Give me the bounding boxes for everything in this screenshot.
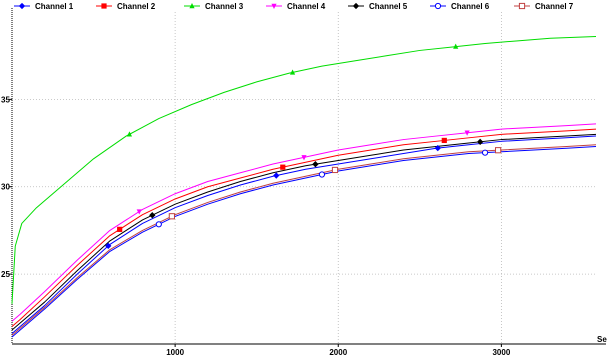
legend-label-3: Channel 3 — [205, 2, 244, 11]
legend: Channel 1 Channel 2 Channel 3 Channel 4 Chan… — [14, 2, 574, 11]
legend-marker-2 — [101, 3, 107, 9]
legend-marker-4 — [271, 3, 277, 9]
series-2-point-3 — [441, 137, 447, 144]
series-line-3 — [11, 35, 597, 304]
y-tick-label-1: 30 — [1, 183, 10, 192]
series-5-point-1 — [149, 212, 156, 219]
x-tick-label-1: 2000 — [329, 348, 347, 356]
series-1-point-2 — [273, 172, 280, 179]
y-tick-label-0: 25 — [1, 270, 10, 279]
grid — [12, 12, 596, 344]
legend-marker-1 — [18, 2, 26, 10]
series-2-point-2 — [280, 164, 286, 170]
markers-layer — [105, 43, 502, 250]
legend-label-4: Channel 4 — [287, 2, 326, 11]
x-tick-label-0: 1000 — [166, 348, 184, 356]
series-3-point-2 — [289, 69, 296, 75]
series-7-point-2 — [331, 166, 339, 174]
legend-label-7: Channel 7 — [535, 2, 574, 11]
legend-item-7: Channel 7 — [514, 2, 574, 11]
legend-marker-3 — [189, 3, 195, 9]
legend-marker-7 — [518, 2, 526, 10]
series-line-2 — [11, 128, 597, 327]
legend-marker-5 — [352, 2, 360, 10]
legend-label-2: Channel 2 — [117, 2, 156, 11]
legend-item-3: Channel 3 — [184, 2, 244, 11]
series-1-point-1 — [105, 242, 112, 250]
legend-item-5: Channel 5 — [348, 2, 408, 11]
series-6-point-2 — [318, 171, 326, 178]
legend-item-6: Channel 6 — [430, 2, 490, 11]
axes — [9, 8, 606, 347]
series-line-6 — [11, 146, 597, 338]
series-line-1 — [11, 135, 597, 334]
series-2-point-1 — [117, 226, 123, 232]
series-6-point-1 — [155, 221, 162, 228]
series-5-point-2 — [312, 161, 319, 168]
y-tick-label-2: 35 — [1, 95, 10, 104]
legend-label-5: Channel 5 — [369, 2, 408, 11]
series-line-5 — [11, 133, 597, 331]
tick-labels: 1000 2000 3000 25 30 35 Se — [1, 95, 607, 357]
legend-label-6: Channel 6 — [451, 2, 490, 11]
series-5-point-3 — [477, 138, 484, 145]
series-4-point-3 — [464, 130, 470, 136]
legend-item-2: Channel 2 — [96, 2, 156, 11]
x-axis-label: Se — [597, 335, 607, 344]
series-7-point-3 — [495, 147, 502, 154]
series-line-4 — [11, 123, 597, 322]
series-3-point-3 — [453, 43, 459, 49]
legend-item-4: Channel 4 — [266, 2, 326, 11]
x-tick-label-2: 3000 — [492, 348, 510, 356]
series-4-point-2 — [301, 155, 307, 161]
legend-label-1: Channel 1 — [35, 2, 74, 11]
legend-item-1: Channel 1 — [14, 2, 74, 11]
series-7-point-1 — [168, 213, 175, 220]
series-6-point-3 — [481, 149, 489, 156]
legend-marker-6 — [434, 2, 442, 10]
series-layer — [11, 35, 597, 338]
series-4-point-1 — [136, 209, 142, 215]
series-1-point-3 — [434, 144, 441, 152]
series-3-point-1 — [126, 131, 133, 137]
